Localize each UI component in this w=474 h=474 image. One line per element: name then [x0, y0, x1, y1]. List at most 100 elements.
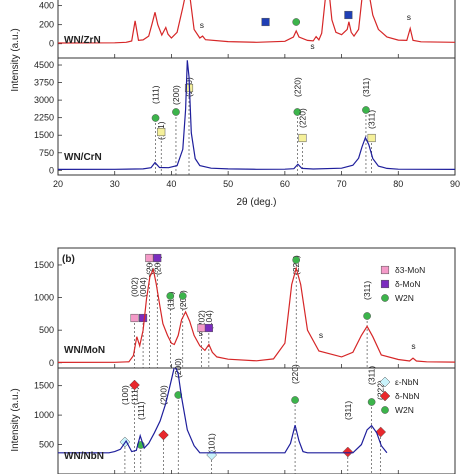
- legend-marker: [381, 406, 389, 414]
- phase-marker-diamond: [342, 446, 354, 458]
- y-tick-label: 0: [49, 39, 54, 49]
- peak-label: (101): [207, 433, 217, 453]
- substrate-label: s: [200, 20, 204, 30]
- substrate-label: s: [407, 12, 411, 22]
- phase-marker-square: [204, 323, 213, 333]
- phase-marker-circle: [363, 312, 371, 320]
- phase-marker-circle: [172, 108, 180, 116]
- peak-label: (311): [361, 78, 371, 97]
- peak-label: (220): [292, 77, 302, 97]
- y-tick-label: 500: [39, 440, 54, 450]
- legend-entry: W2N: [395, 293, 414, 303]
- sample-label: WN/CrN: [64, 152, 102, 163]
- series-line: [58, 368, 388, 454]
- y-tick-label: 2250: [34, 113, 54, 123]
- legend-entry: ε-NbN: [395, 377, 419, 387]
- peak-label: (111): [151, 85, 161, 104]
- plot-frame: [57, 0, 456, 59]
- peak-label: (002): [130, 277, 140, 297]
- substrate-label: s: [310, 41, 314, 51]
- panel-top-lower: 0 750 1500 2250 3000 3750 4500 20 30 40 50 60 70 80 90…: [10, 28, 460, 208]
- legend-marker: [381, 294, 389, 302]
- phase-marker-square: [139, 313, 148, 323]
- phase-marker-circle: [291, 396, 299, 404]
- sample-label: WN/NbN: [64, 451, 104, 462]
- peak-label: (004): [138, 277, 148, 297]
- x-axis-title: 2θ (deg.): [236, 197, 276, 208]
- peak-label: (220): [297, 108, 307, 128]
- peak-annotations: [155, 93, 372, 175]
- y-tick-label: 1500: [34, 260, 54, 270]
- y-tick-label: 400: [39, 1, 54, 11]
- sample-label: WN/ZrN: [64, 35, 101, 46]
- phase-marker-square: [367, 133, 376, 143]
- peak-label: (202): [196, 310, 206, 330]
- peak-label: (311): [343, 401, 353, 420]
- legend-marker: [380, 265, 390, 275]
- y-tick-label: 4500: [34, 60, 54, 70]
- y-tick-label: 1500: [34, 381, 54, 391]
- phase-marker-square: [157, 127, 166, 137]
- y-tick-label: 1500: [34, 130, 54, 140]
- phase-marker-diamond: [129, 379, 140, 391]
- legend-marker: [379, 390, 391, 402]
- substrate-label: s: [411, 341, 415, 351]
- peak-label: (200): [158, 385, 168, 405]
- y-tick-label: 0: [49, 165, 54, 175]
- peak-label: (111): [136, 401, 146, 420]
- x-tick-label: 70: [337, 179, 347, 189]
- peak-label: (200): [152, 255, 162, 275]
- sample-label: WN/MoN: [64, 345, 105, 356]
- phase-marker-square: [130, 313, 139, 323]
- phase-marker-diamond: [158, 429, 169, 441]
- peak-label: (200): [144, 255, 154, 275]
- peak-label: (220): [290, 364, 300, 384]
- phase-marker-square: [145, 253, 154, 263]
- legend-marker: [379, 376, 391, 388]
- phase-marker-circle: [292, 256, 301, 264]
- y-tick-label: 0: [49, 358, 54, 368]
- substrate-label: s: [199, 328, 203, 338]
- x-tick-label: 20: [53, 179, 63, 189]
- x-tick-label: 40: [166, 179, 176, 189]
- legend-entry: δ-MoN: [395, 279, 421, 289]
- plot-frame: [57, 367, 456, 474]
- plot-frame: [57, 57, 456, 176]
- x-tick-label: 50: [223, 179, 233, 189]
- phase-marker-square: [153, 253, 162, 263]
- peak-label: (200): [171, 85, 181, 105]
- panel-label: (b): [62, 254, 75, 265]
- x-tick-label: 80: [393, 179, 403, 189]
- peak-label: (311): [367, 366, 377, 385]
- phase-marker-square: [298, 133, 307, 143]
- peak-label: (222): [376, 380, 386, 400]
- peak-label: (200): [173, 358, 183, 378]
- legend-entry: δ-NbN: [395, 391, 420, 401]
- phase-marker-diamond: [375, 426, 387, 438]
- phase-marker-circle: [151, 114, 160, 122]
- y-tick-label: 750: [39, 148, 54, 158]
- phase-marker-square: [261, 17, 270, 27]
- series-line: [58, 60, 455, 170]
- peak-label: (104): [204, 310, 214, 330]
- y-tick-label: 3000: [34, 95, 54, 105]
- peak-label: (311): [367, 110, 377, 129]
- phase-marker-circle: [178, 292, 187, 300]
- series-line: [58, 0, 455, 44]
- peak-label: (200): [178, 290, 188, 310]
- phase-marker-circle: [367, 398, 376, 406]
- phase-marker-circle: [293, 108, 302, 116]
- peak-annotations: [134, 263, 368, 368]
- x-tick-label: 30: [110, 179, 120, 189]
- y-axis-title: Intensity (a.u.): [10, 388, 21, 451]
- y-tick-label: 200: [39, 20, 54, 30]
- peak-label: (111): [130, 386, 140, 405]
- x-tick-label: 60: [280, 179, 290, 189]
- peak-label: (100): [120, 385, 130, 405]
- y-tick-label: 3750: [34, 78, 54, 88]
- y-tick-label: 1000: [34, 293, 54, 303]
- y-axis-title: Intensity (a.u.): [10, 28, 21, 91]
